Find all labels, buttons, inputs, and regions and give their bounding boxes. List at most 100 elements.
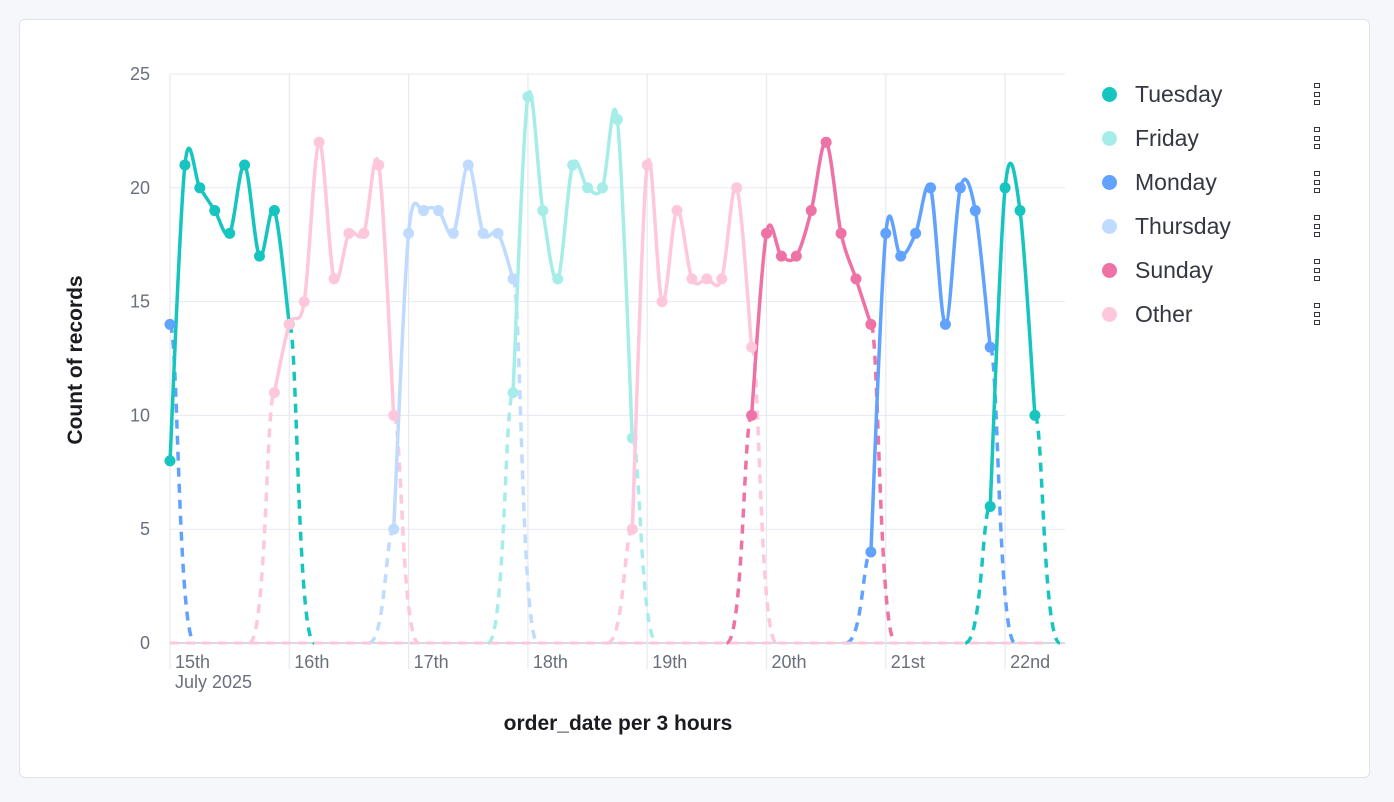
data-point [701, 273, 713, 285]
series-connector-line [869, 322, 898, 645]
series-connector-line [287, 322, 316, 645]
x-tick-label: 15th [175, 652, 210, 672]
series-line [988, 161, 1037, 509]
data-point [954, 182, 966, 194]
grip-icon[interactable] [1314, 171, 1322, 193]
legend-item[interactable]: Tuesday [1100, 72, 1340, 116]
grip-dot [1314, 91, 1320, 97]
grip-icon[interactable] [1314, 259, 1322, 281]
data-point [418, 205, 430, 217]
grip-icon[interactable] [1314, 127, 1322, 149]
grip-dot [1314, 303, 1320, 308]
data-point [253, 250, 265, 262]
data-point [865, 318, 877, 330]
data-point [194, 182, 206, 194]
data-point [492, 227, 504, 239]
data-point [984, 500, 996, 512]
series-line [391, 163, 515, 531]
data-point [775, 250, 787, 262]
data-point [686, 273, 698, 285]
data-point [1014, 205, 1026, 217]
series-connector-line [391, 413, 421, 645]
grip-dot [1314, 127, 1320, 132]
data-point [969, 205, 981, 217]
grip-dot [1314, 259, 1320, 264]
grip-dot [1314, 135, 1320, 141]
data-point [522, 91, 534, 103]
series-line [511, 90, 635, 440]
legend-item[interactable]: Monday [1100, 160, 1340, 204]
legend-color-dot [1102, 306, 1117, 322]
series-connector-line [486, 390, 515, 645]
data-point [358, 227, 370, 239]
data-point [656, 296, 668, 308]
data-point [746, 409, 758, 421]
x-tick-sublabel: July 2025 [175, 672, 252, 692]
data-point [507, 387, 519, 399]
data-point [641, 159, 653, 171]
series-connector-line [988, 345, 1017, 645]
grip-dot [1314, 276, 1320, 281]
data-point [388, 523, 400, 535]
grip-icon[interactable] [1314, 303, 1322, 325]
grip-dot [1314, 215, 1320, 220]
data-point [179, 159, 191, 171]
legend-item[interactable]: Other [1100, 292, 1340, 336]
data-point [552, 273, 564, 285]
series-connector-line [1033, 413, 1062, 645]
data-point [432, 205, 444, 217]
data-point [403, 227, 415, 239]
y-tick-label: 0 [140, 633, 150, 653]
grip-dot [1314, 100, 1320, 105]
y-axis-title: Count of records [64, 275, 87, 444]
grip-dot [1314, 223, 1320, 229]
series-connector-line [724, 413, 754, 645]
legend-label: Sunday [1135, 256, 1214, 283]
data-point [611, 114, 623, 126]
x-axis-title: order_date per 3 hours [504, 712, 733, 735]
legend-item[interactable]: Thursday [1100, 204, 1340, 248]
data-point [671, 205, 683, 217]
chart-legend: Tuesday Friday Monday Thursday Sunday Other [1100, 72, 1340, 336]
data-point [761, 227, 772, 239]
y-tick-label: 25 [130, 64, 150, 84]
y-tick-label: 5 [140, 519, 150, 539]
data-point [507, 273, 519, 285]
x-tick-label: 22nd [1010, 652, 1050, 672]
x-tick-label: 20th [772, 652, 807, 672]
data-point [268, 205, 280, 217]
y-tick-label: 10 [130, 405, 150, 425]
grip-dot [1314, 171, 1320, 176]
grip-dot [1314, 311, 1320, 317]
data-point [164, 318, 176, 330]
data-point [835, 227, 847, 239]
data-point [626, 523, 638, 535]
data-point [984, 341, 996, 353]
series-connector-line [630, 436, 659, 645]
data-point [895, 250, 907, 262]
series-connector-line [367, 527, 396, 645]
data-point [537, 205, 549, 217]
x-tick-label: 16th [294, 652, 329, 672]
legend-label: Tuesday [1135, 80, 1223, 107]
legend-color-dot [1102, 262, 1117, 278]
grip-dot [1314, 144, 1320, 149]
grip-icon[interactable] [1314, 215, 1322, 237]
data-point [373, 159, 385, 171]
data-point [910, 227, 922, 239]
data-point [820, 136, 832, 148]
grip-dot [1314, 320, 1320, 325]
data-point [805, 205, 817, 217]
series-connector-line [168, 322, 197, 645]
legend-item[interactable]: Friday [1100, 116, 1340, 160]
x-tick-label: 17th [414, 652, 449, 672]
legend-label: Other [1135, 300, 1193, 327]
grip-dot [1314, 267, 1320, 273]
series-line [630, 158, 754, 531]
data-point [477, 227, 489, 239]
data-point [343, 227, 355, 239]
data-point [999, 182, 1011, 194]
grip-icon[interactable] [1314, 83, 1322, 105]
legend-item[interactable]: Sunday [1100, 248, 1340, 292]
